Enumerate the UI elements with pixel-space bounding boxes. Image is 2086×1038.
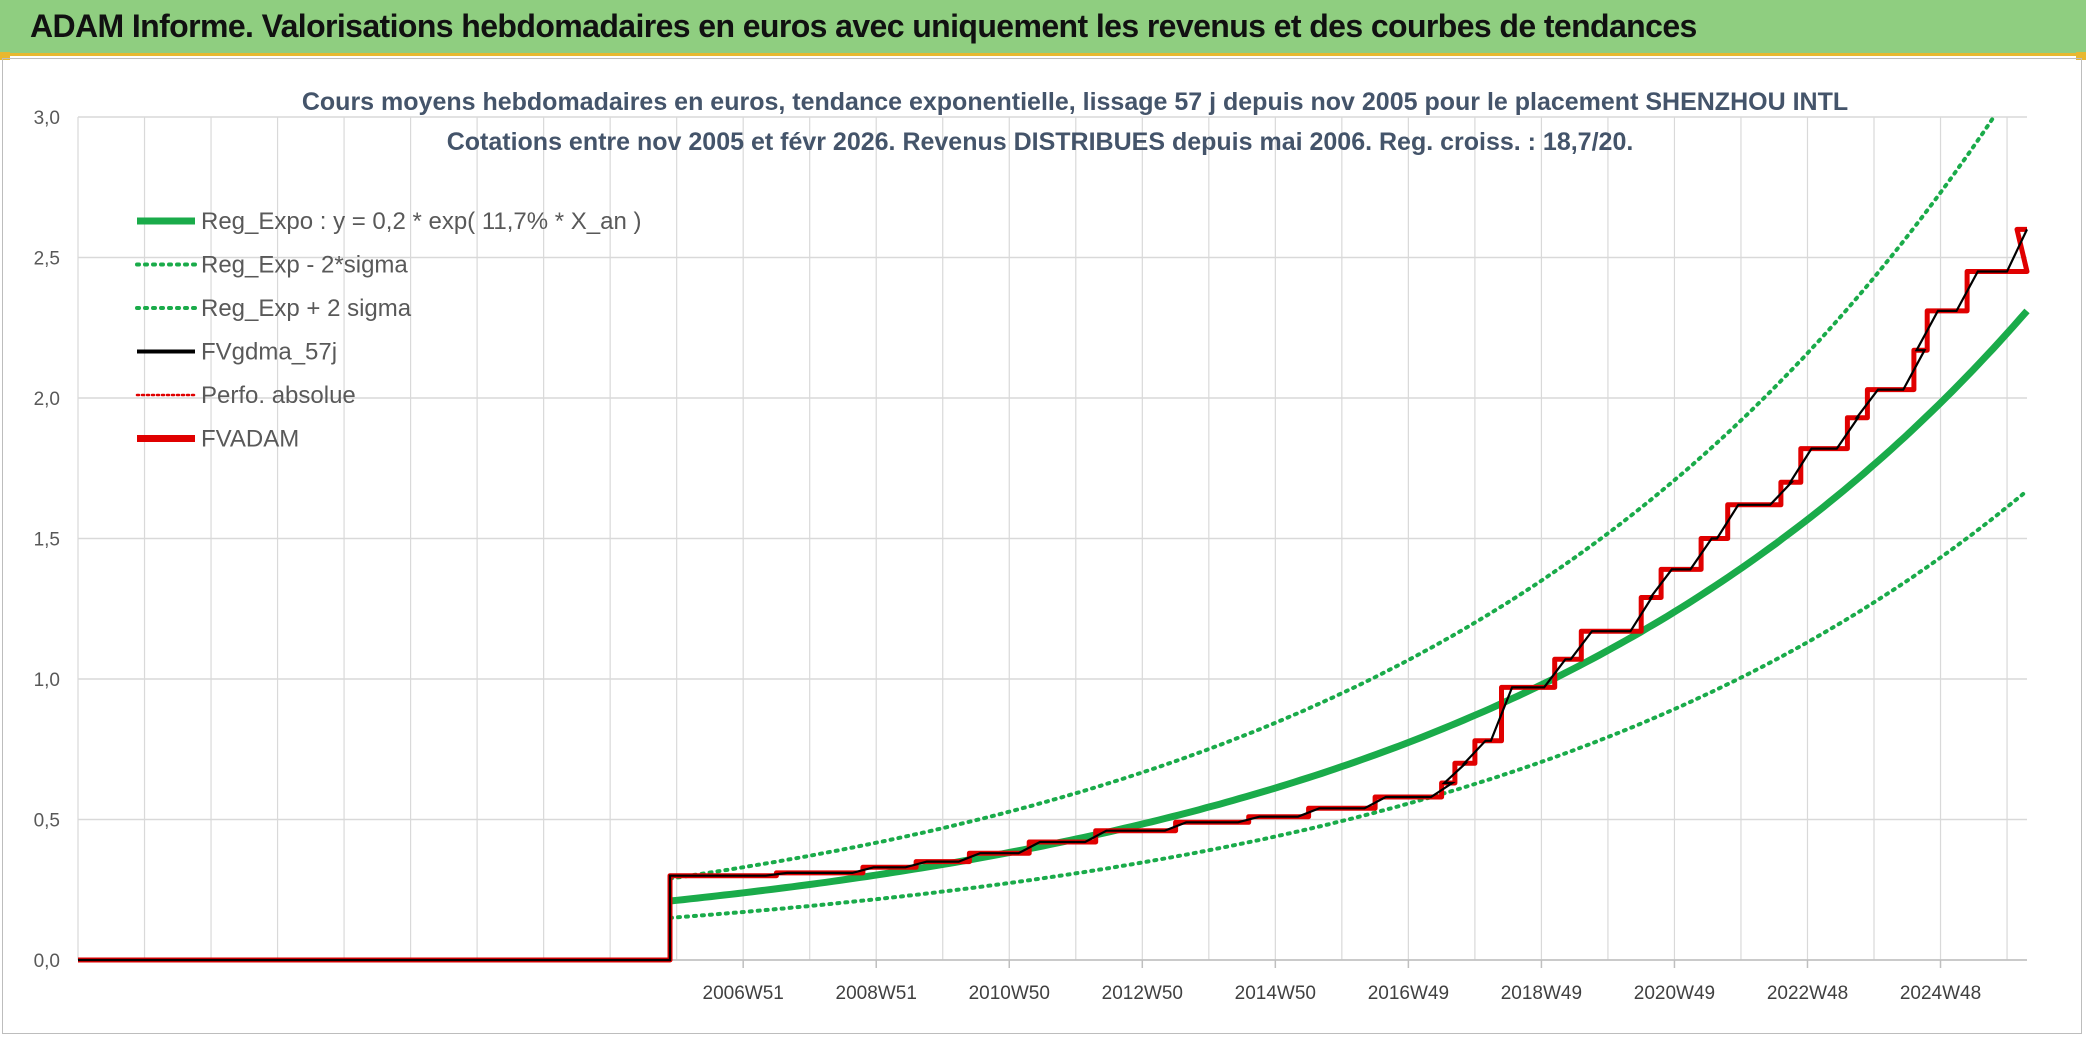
legend-label: FVgdma_57j	[201, 339, 337, 366]
x-tick-label: 2008W51	[836, 983, 917, 1004]
x-axis: 2006W51 2008W51 2010W50 2012W50 2014W50 2016W…	[78, 959, 2027, 1004]
y-tick-label: 1,5	[34, 530, 60, 551]
legend: Reg_Expo : y = 0,2 * exp( 11,7% * X_an )…	[135, 208, 641, 453]
chart-title-line2: Cotations entre nov 2005 et févr 2026. R…	[447, 128, 1634, 156]
series-fvgdma-57j	[78, 228, 2028, 962]
series-group	[78, 115, 2030, 963]
legend-label: Perfo. absolue	[201, 382, 356, 409]
x-tick-label: 2014W50	[1235, 983, 1316, 1004]
series-fvadam	[78, 226, 2030, 963]
x-tick-label: 2010W50	[969, 983, 1050, 1004]
x-tick-label: 2024W48	[1900, 983, 1981, 1004]
chart-frame	[2, 58, 2082, 1034]
corner-accent-right	[2076, 52, 2086, 60]
y-tick-label: 2,0	[34, 389, 60, 410]
legend-label: Reg_Exp + 2 sigma	[201, 295, 412, 322]
x-tick-label: 2012W50	[1102, 983, 1183, 1004]
series-reg-exp-minus-2sigma	[668, 488, 2029, 920]
corner-accent-left	[0, 52, 10, 60]
y-tick-label: 2,5	[34, 249, 60, 270]
y-tick-label: 0,5	[34, 811, 60, 832]
chart-title-line1: Cours moyens hebdomadaires en euros, ten…	[302, 88, 1848, 116]
legend-label: Reg_Exp - 2*sigma	[201, 252, 408, 279]
x-tick-label: 2022W48	[1767, 983, 1848, 1004]
x-tick-label: 2006W51	[703, 983, 784, 1004]
legend-label: Reg_Expo : y = 0,2 * exp( 11,7% * X_an )	[201, 208, 641, 235]
x-tick-label: 2018W49	[1501, 983, 1582, 1004]
x-tick-label: 2020W49	[1634, 983, 1715, 1004]
grid	[77, 116, 2027, 961]
legend-label: FVADAM	[201, 426, 299, 453]
y-tick-label: 3,0	[34, 108, 60, 129]
y-tick-label: 1,0	[34, 670, 60, 691]
y-axis: 0,0 0,5 1,0 1,5 2,0 2,5 3,0	[34, 108, 60, 972]
y-tick-label: 0,0	[34, 951, 60, 972]
page-title: ADAM Informe. Valorisations hebdomadaire…	[30, 8, 1697, 44]
header-bar: ADAM Informe. Valorisations hebdomadaire…	[0, 0, 2086, 56]
x-tick-label: 2016W49	[1368, 983, 1449, 1004]
series-reg-exp-plus-2sigma	[668, 115, 1996, 881]
series-reg-expo	[669, 308, 2030, 905]
